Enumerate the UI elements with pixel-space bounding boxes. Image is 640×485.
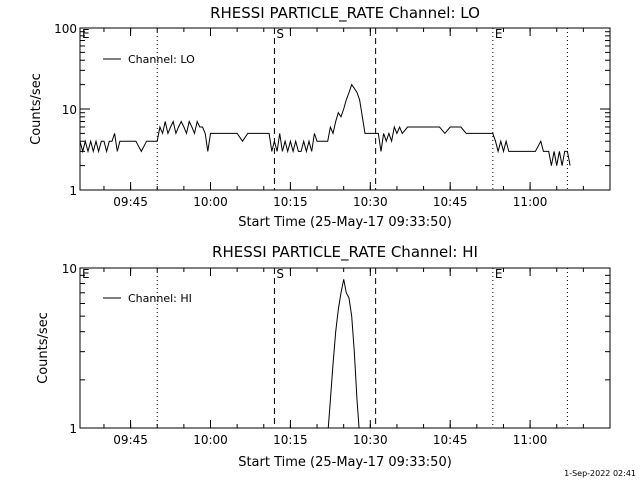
x-tick-label: 11:00: [513, 433, 548, 447]
y-tick-label: 10: [62, 103, 77, 117]
plot-frame: [79, 267, 611, 429]
x-tick-label: 10:30: [353, 195, 388, 209]
event-marker-label: E: [82, 27, 90, 41]
y-axis-label: Counts/sec: [29, 73, 44, 145]
x-tick-label: 09:45: [113, 433, 148, 447]
axis-ticks: 09:45 10:00 10:15 10:30 10:45 11:00 1 10 100: [54, 22, 611, 209]
y-tick-label: 10: [62, 262, 77, 276]
event-marker-label: E: [495, 27, 503, 41]
series-group: [327, 279, 360, 428]
x-tick-label: 11:00: [513, 195, 548, 209]
y-tick-label: 1: [69, 184, 77, 198]
chart-title: RHESSI PARTICLE_RATE Channel: LO: [210, 4, 480, 23]
x-tick-label: 10:15: [273, 433, 308, 447]
x-tick-label: 10:45: [433, 195, 468, 209]
y-axis-label: Counts/sec: [36, 312, 51, 384]
y-tick-label: 100: [54, 22, 77, 36]
series-line: [80, 83, 571, 166]
event-marker-label: S: [276, 27, 284, 41]
legend-label: Channel: LO: [128, 53, 195, 66]
x-tick-label: 09:45: [113, 195, 148, 209]
x-tick-label: 10:00: [193, 433, 228, 447]
event-marker-label: E: [495, 267, 503, 281]
x-tick-label: 10:15: [273, 195, 308, 209]
footer-timestamp: 1-Sep-2022 02:41: [564, 469, 636, 478]
legend-label: Channel: HI: [128, 292, 192, 305]
x-tick-label: 10:30: [353, 433, 388, 447]
x-tick-label: 10:00: [193, 195, 228, 209]
panel-lo: RHESSI PARTICLE_RATE Channel: LO Counts/…: [29, 4, 611, 230]
y-tick-label: 1: [69, 422, 77, 436]
x-tick-label: 10:45: [433, 433, 468, 447]
series-line: [327, 279, 360, 428]
x-axis-label: Start Time (25-May-17 09:33:50): [238, 455, 452, 470]
panel-hi: RHESSI PARTICLE_RATE Channel: HI Counts/…: [36, 243, 611, 470]
chart-title: RHESSI PARTICLE_RATE Channel: HI: [212, 243, 478, 262]
event-marker-label: E: [82, 267, 90, 281]
x-axis-label: Start Time (25-May-17 09:33:50): [238, 215, 452, 230]
axis-ticks: 09:45 10:00 10:15 10:30 10:45 11:00 1 10: [62, 262, 611, 447]
series-group: [80, 83, 571, 166]
event-marker-label: S: [276, 267, 284, 281]
